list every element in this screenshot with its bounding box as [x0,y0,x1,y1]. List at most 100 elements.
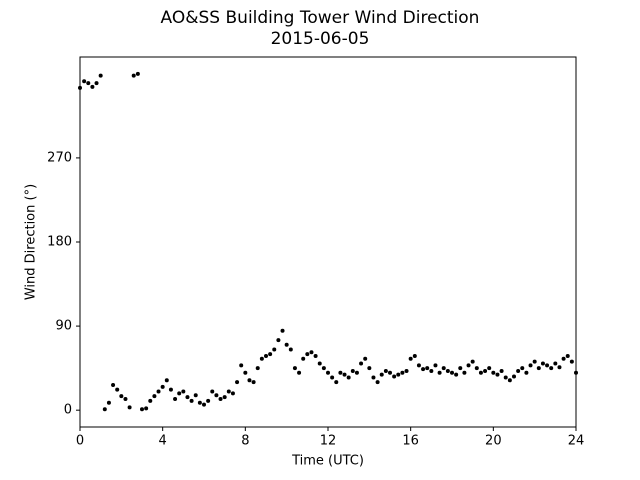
data-point [98,73,103,78]
data-point [206,398,211,403]
data-point [483,368,488,373]
data-point [313,353,318,358]
data-point [495,372,500,377]
data-point [466,363,471,368]
data-point [235,380,240,385]
data-point [429,368,434,373]
data-point [115,387,120,392]
data-point [561,356,566,361]
data-point [437,370,442,375]
data-point [499,368,504,373]
data-point [210,389,215,394]
data-point [119,394,124,399]
data-point [367,366,372,371]
data-point [255,366,260,371]
data-point [276,338,281,343]
data-point [181,389,186,394]
data-point [540,361,545,366]
data-point [383,368,388,373]
data-point [441,366,446,371]
data-point [474,366,479,371]
data-point [396,372,401,377]
data-point [86,81,91,86]
data-point [470,359,475,364]
data-point [371,375,376,380]
data-point [342,372,347,377]
data-point [392,374,397,379]
data-point [247,378,252,383]
data-point [491,370,496,375]
data-point [144,406,149,411]
data-point [520,366,525,371]
y-tick-label: 90 [55,319,72,334]
data-point [536,366,541,371]
data-point [478,370,483,375]
data-point [197,400,202,405]
x-axis-label: Time (UTC) [291,454,364,469]
chart-title: AO&SS Building Tower Wind Direction [161,8,480,28]
data-point [416,363,421,368]
data-point [363,356,368,361]
data-point [326,370,330,375]
y-tick-label: 180 [47,235,72,250]
data-point [317,361,322,366]
data-point [214,393,219,398]
data-point [334,380,339,385]
data-point [251,380,256,385]
data-point [135,71,140,76]
data-point [292,366,297,371]
data-point [193,393,198,398]
data-point [507,378,512,383]
data-point [189,398,194,403]
data-point [487,366,492,371]
data-point [412,353,417,358]
data-point [321,366,326,371]
data-point [375,380,380,385]
x-tick-label: 12 [320,434,337,449]
data-point [421,367,426,372]
data-point [532,359,537,364]
data-point [90,84,95,89]
data-point [553,361,558,366]
data-point [280,328,285,333]
data-point [222,395,227,400]
data-point [524,370,529,375]
data-point [156,389,161,394]
data-point [516,368,521,373]
data-point [557,365,562,370]
data-point [102,407,107,412]
data-point [404,368,409,373]
x-tick-label: 4 [159,434,167,449]
data-point [309,350,314,355]
x-tick-label: 0 [76,434,84,449]
data-point [168,387,173,392]
data-point [160,384,165,389]
data-point [185,395,190,400]
data-point [458,366,463,371]
data-point [94,81,99,86]
data-point [545,363,550,368]
data-point [284,342,289,347]
x-tick-label: 20 [485,434,502,449]
x-tick-label: 24 [568,434,585,449]
data-point [346,375,351,380]
data-point [301,356,306,361]
data-point [259,356,264,361]
data-point [173,396,178,401]
data-point [565,353,570,358]
data-point [272,347,277,352]
data-point [218,396,223,401]
data-point [379,372,384,377]
data-point [152,394,157,399]
data-point [400,370,405,375]
data-point [305,352,310,357]
data-point [268,352,273,357]
data-point [350,368,355,373]
data-point [127,405,132,410]
data-point [445,368,450,373]
data-point [123,396,128,401]
data-point [503,375,508,380]
data-point [454,372,459,377]
data-point [78,85,82,90]
data-point [111,382,116,387]
